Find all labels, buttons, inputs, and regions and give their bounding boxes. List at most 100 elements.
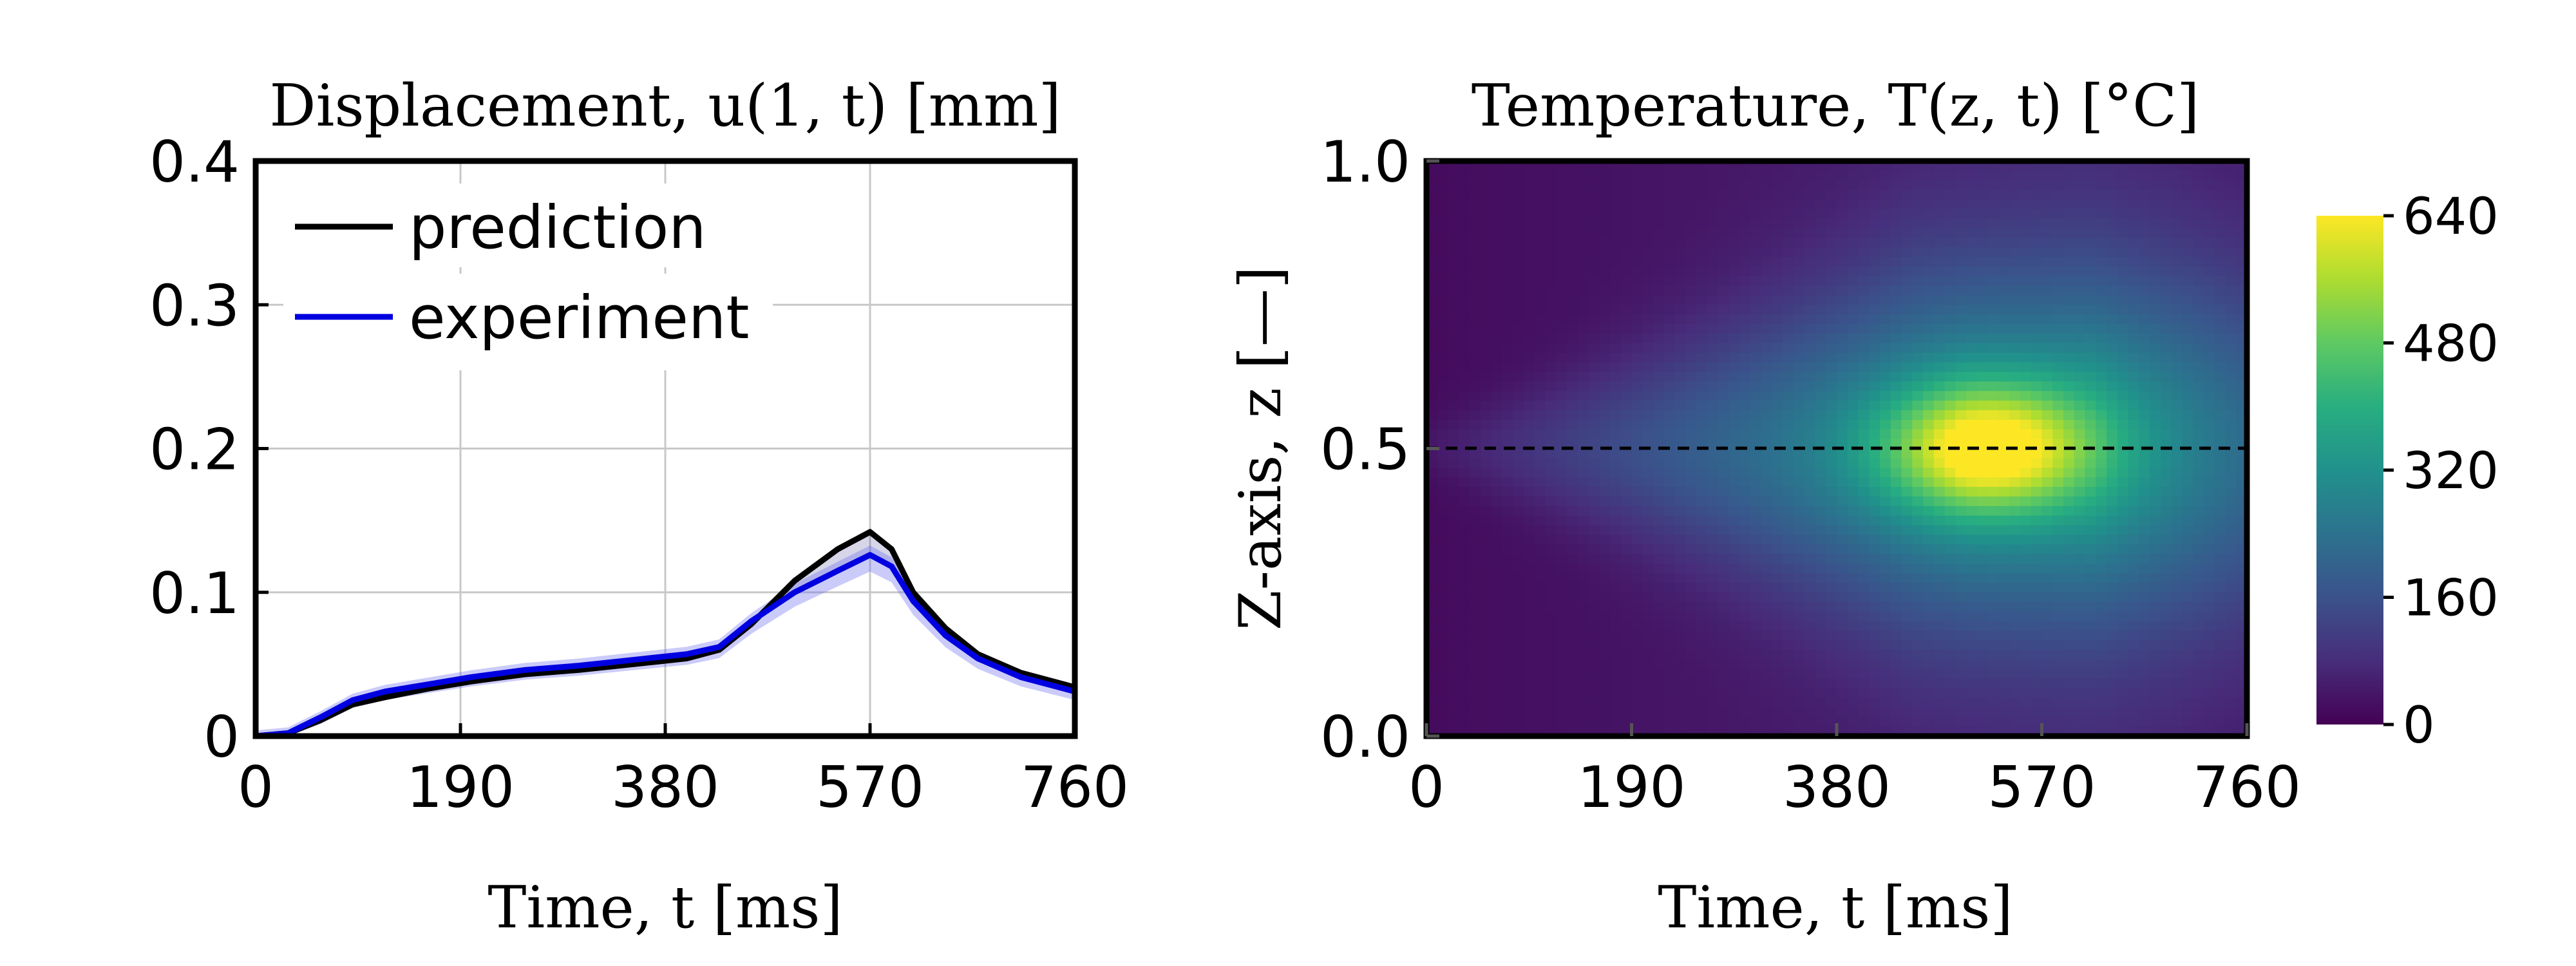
heatmap-cell bbox=[2117, 429, 2129, 440]
heatmap-cell bbox=[2063, 525, 2075, 536]
heatmap-cell bbox=[1502, 477, 1513, 488]
heatmap-cell bbox=[1804, 640, 1816, 650]
heatmap-cell bbox=[2085, 630, 2097, 641]
heatmap-cell bbox=[1470, 324, 1481, 334]
heatmap-cell bbox=[1480, 448, 1492, 459]
heatmap-cell bbox=[2063, 554, 2075, 564]
heatmap-cell bbox=[1685, 391, 1697, 401]
heatmap-cell bbox=[1728, 477, 1740, 488]
heatmap-cell bbox=[1783, 180, 1794, 191]
heatmap-cell bbox=[1599, 189, 1611, 200]
heatmap-cell bbox=[1534, 410, 1546, 421]
heatmap-cell bbox=[1901, 170, 1913, 181]
heatmap-cell bbox=[2009, 419, 2021, 430]
heatmap-cell bbox=[1502, 419, 1513, 430]
heatmap-cell bbox=[1480, 544, 1492, 555]
heatmap-cell bbox=[2160, 554, 2172, 564]
y-tick-label: 0.0 bbox=[1320, 704, 1410, 770]
heatmap-cell bbox=[1653, 515, 1665, 526]
heatmap-cell bbox=[2139, 352, 2150, 363]
heatmap-cell bbox=[1599, 256, 1611, 267]
heatmap-cell bbox=[2203, 381, 2215, 392]
heatmap-cell bbox=[1923, 362, 1935, 373]
heatmap-cell bbox=[1674, 650, 1687, 660]
heatmap-cell bbox=[2225, 170, 2237, 181]
heatmap-cell bbox=[1556, 170, 1567, 181]
heatmap-cell bbox=[2128, 247, 2140, 258]
heatmap-cell bbox=[2193, 487, 2204, 497]
heatmap-cell bbox=[1923, 458, 1935, 469]
heatmap-cell bbox=[1480, 717, 1492, 727]
heatmap-cell bbox=[1901, 496, 1913, 507]
heatmap-cell bbox=[2074, 189, 2086, 200]
heatmap-cell bbox=[1772, 659, 1783, 670]
heatmap-cell bbox=[1933, 525, 1946, 536]
heatmap-cell bbox=[2063, 573, 2075, 583]
heatmap-cell bbox=[1653, 401, 1665, 411]
heatmap-cell bbox=[2117, 582, 2129, 593]
heatmap-cell bbox=[1728, 372, 1740, 383]
heatmap-cell bbox=[1847, 717, 1859, 727]
heatmap-cell bbox=[1491, 362, 1503, 373]
heatmap-cell bbox=[1545, 285, 1557, 296]
heatmap-cell bbox=[1523, 487, 1535, 497]
heatmap-cell bbox=[1534, 582, 1546, 593]
heatmap-cell bbox=[2193, 362, 2204, 373]
heatmap-cell bbox=[1642, 458, 1654, 469]
heatmap-cell bbox=[2160, 535, 2172, 545]
heatmap-cell bbox=[2031, 592, 2043, 603]
heatmap-cell bbox=[1556, 439, 1567, 450]
heatmap-cell bbox=[1869, 659, 1880, 670]
heatmap-cell bbox=[1523, 468, 1535, 478]
heatmap-cell bbox=[1739, 285, 1751, 296]
heatmap-cell bbox=[1513, 180, 1524, 191]
heatmap-cell bbox=[1815, 535, 1827, 545]
heatmap-cell bbox=[2193, 601, 2204, 612]
heatmap-cell bbox=[2160, 630, 2172, 641]
heatmap-cell bbox=[1783, 564, 1794, 574]
heatmap-cell bbox=[2074, 314, 2086, 325]
heatmap-cell bbox=[1933, 640, 1946, 650]
heatmap-cell bbox=[1459, 458, 1470, 469]
heatmap-cell bbox=[1663, 256, 1676, 267]
heatmap-cell bbox=[1987, 218, 2000, 229]
heatmap-cell bbox=[1804, 401, 1816, 411]
heatmap-cell bbox=[1577, 659, 1589, 670]
heatmap-cell bbox=[1545, 448, 1557, 459]
series-line-prediction bbox=[256, 529, 1075, 736]
heatmap-cell bbox=[1663, 324, 1676, 334]
heatmap-cell bbox=[2096, 592, 2107, 603]
heatmap-cell bbox=[2160, 592, 2172, 603]
heatmap-cell bbox=[2117, 477, 2129, 488]
heatmap-cell bbox=[2063, 707, 2075, 718]
heatmap-cell bbox=[1783, 621, 1794, 632]
heatmap-cell bbox=[1728, 419, 1740, 430]
heatmap-cell bbox=[1923, 372, 1935, 383]
heatmap-cell bbox=[1588, 391, 1600, 401]
heatmap-cell bbox=[1620, 314, 1633, 325]
heatmap-cell bbox=[1491, 592, 1503, 603]
heatmap-cell bbox=[1685, 544, 1697, 555]
heatmap-cell bbox=[1609, 525, 1622, 536]
heatmap-cell bbox=[1761, 611, 1773, 622]
heatmap-cell bbox=[1837, 362, 1848, 373]
heatmap-cell bbox=[1912, 707, 1924, 718]
heatmap-cell bbox=[2031, 362, 2043, 373]
heatmap-cell bbox=[2193, 688, 2204, 699]
heatmap-cell bbox=[1566, 419, 1578, 430]
heatmap-cell bbox=[1556, 707, 1567, 718]
heatmap-cell bbox=[2020, 314, 2032, 325]
heatmap-cell bbox=[1674, 228, 1687, 238]
heatmap-cell bbox=[1955, 343, 1967, 354]
heatmap-cell bbox=[1728, 362, 1740, 373]
heatmap-cell bbox=[1955, 324, 1967, 334]
heatmap-cell bbox=[1437, 324, 1449, 334]
heatmap-cell bbox=[1674, 439, 1687, 450]
heatmap-cell bbox=[1588, 439, 1600, 450]
heatmap-cell bbox=[2150, 276, 2161, 287]
heatmap-cell bbox=[1912, 362, 1924, 373]
heatmap-cell bbox=[2096, 285, 2107, 296]
heatmap-cell bbox=[1750, 199, 1762, 210]
heatmap-cell bbox=[1491, 372, 1503, 383]
heatmap-cell bbox=[1663, 391, 1676, 401]
